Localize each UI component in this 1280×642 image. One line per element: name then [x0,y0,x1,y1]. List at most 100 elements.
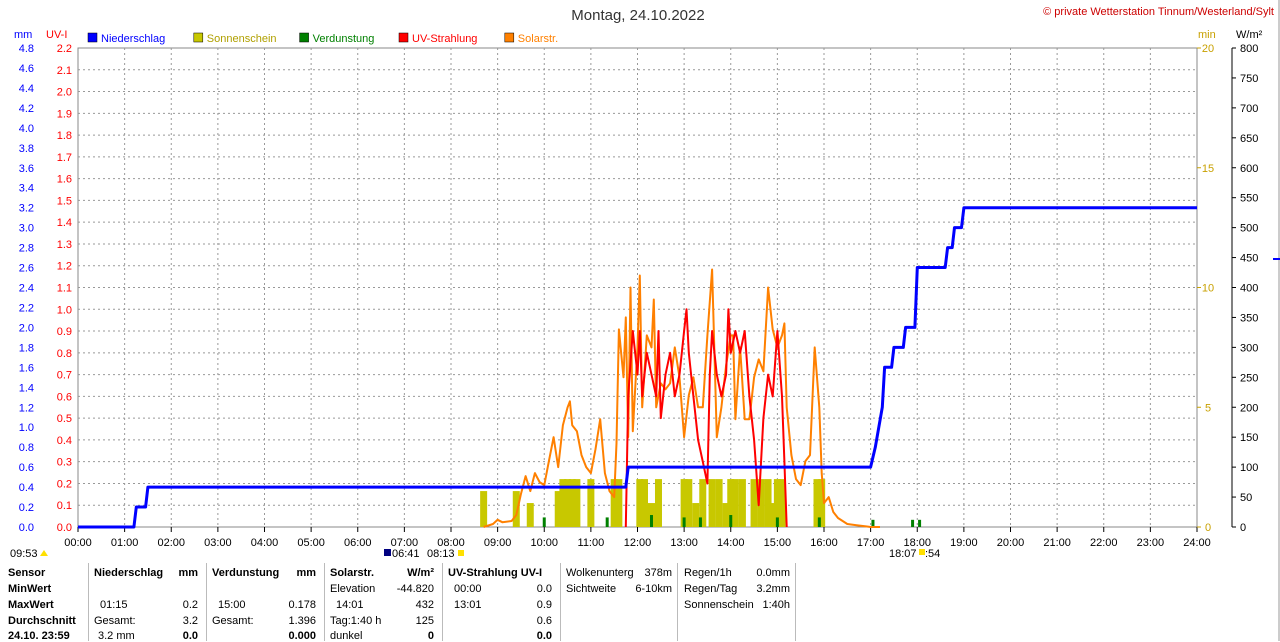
uv-tick-20: 0.2 [57,478,72,490]
niederschlag-max-value: 0.2 [182,599,198,611]
bar-sonnenschein-30 [778,479,786,527]
min-tick-3: 5 [1205,402,1211,414]
bar-verdunstung-5 [729,515,733,527]
series-line-uvstrahlung [624,308,788,528]
bar-sonnenschein-20 [715,479,723,527]
wm2-tick-4: 600 [1240,163,1258,175]
wm2-tick-12: 200 [1240,402,1258,414]
wm2-tick-15: 50 [1240,492,1252,504]
wm2-tick-1: 750 [1240,73,1258,85]
bar-sonnenschein-18 [699,479,707,527]
series-line-niederschlag [78,206,1197,529]
row-label-avg: Durchschnitt [8,615,76,627]
legend-swatch-4 [504,32,515,43]
sun-start-icon [458,550,464,556]
bar-sonnenschein-21 [722,503,730,527]
verdunstung-unit: mm [296,567,316,579]
bar-sonnenschein-6 [568,479,576,527]
x-tick-label-6: 06:00 [344,537,372,549]
solar-elevation-label: Elevation [330,583,376,595]
unit-uv: UV-I [46,29,67,41]
bar-sonnenschein-32 [818,479,826,527]
sunrise-icon [384,549,391,556]
uv-tick-5: 1.7 [57,152,72,164]
bar-sonnenschein-8 [587,479,595,527]
solar-header: Solarstr. [330,567,375,579]
wm2-tick-11: 250 [1240,372,1258,384]
uv-tick-17: 0.5 [57,413,72,425]
below-axis-markers: 09:53 06:41 08:13 18:07 :54 [10,548,940,560]
mm-tick-12: 2.4 [19,283,34,295]
uv-tick-2: 2.0 [57,87,72,99]
bar-sonnenschein-11 [636,479,644,527]
niederschlag-unit: mm [178,567,198,579]
x-tick-label-20: 20:00 [997,537,1025,549]
mm-tick-16: 1.6 [19,362,34,374]
bar-verdunstung-10 [918,519,922,527]
verdunstung-gesamt-label: Gesamt: [212,615,254,627]
copyright-note: © private Wetterstation Tinnum/Westerlan… [1043,6,1274,18]
mm-tick-14: 2.0 [19,322,34,334]
row-label-max: MaxWert [8,599,54,611]
uv-tick-13: 0.9 [57,326,72,338]
bar-sonnenschein-0 [480,491,488,527]
uv-tick-3: 1.9 [57,108,72,120]
sunset-icon [919,549,925,555]
wm2-tick-6: 500 [1240,223,1258,235]
right-edge-strip [1273,0,1280,641]
x-tick-label-5: 05:00 [297,537,325,549]
uv-tick-8: 1.4 [57,217,72,229]
legend-label-2: Verdunstung [313,33,375,45]
mm-tick-0: 4.8 [19,43,34,55]
uv-tick-9: 1.3 [57,239,72,251]
legend-swatch-3 [398,32,409,43]
min-tick-0: 20 [1202,43,1214,55]
bar-sonnenschein-29 [773,479,781,527]
sunshine-value: 1:40h [762,599,790,611]
uv-header: UV-Strahlung UV-I [448,567,543,579]
uv-tick-12: 1.0 [57,304,72,316]
bar-sonnenschein-28 [769,503,777,527]
mm-tick-20: 0.8 [19,442,34,454]
legend-label-3: UV-Strahlung [412,33,477,45]
wm2-tick-16: 0 [1240,522,1246,534]
cloud-base-value: 378m [644,567,672,579]
bar-verdunstung-2 [649,515,653,527]
unit-wm2: W/m² [1236,29,1263,41]
wm2-tick-13: 150 [1240,432,1258,444]
mm-tick-21: 0.6 [19,462,34,474]
mm-tick-17: 1.4 [19,382,34,394]
row-label-min: MinWert [8,583,52,595]
visibility-label: Sichtweite [566,583,617,595]
bar-verdunstung-0 [542,517,546,527]
mm-tick-5: 3.8 [19,143,34,155]
bar-sonnenschein-17 [692,503,700,527]
niederschlag-last-right: 0.0 [182,630,198,642]
mm-tick-23: 0.2 [19,502,34,514]
wm2-tick-0: 800 [1240,43,1258,55]
uv-min-time: 00:00 [454,583,482,595]
mm-tick-13: 2.2 [19,302,34,314]
legend-swatch-2 [299,32,309,43]
below-left-time: 09:53 [10,548,38,560]
bar-sonnenschein-2 [526,503,534,527]
uv-min-value: 0.0 [536,583,552,595]
legend-label-4: Solarstr. [518,33,558,45]
legend-label-0: Niederschlag [101,33,165,45]
uv-tick-22: 0.0 [57,522,72,534]
stats-table: Sensor MinWert MaxWert Durchschnitt 24.1… [0,563,800,642]
uv-tick-4: 1.8 [57,130,72,142]
uv-tick-21: 0.1 [57,500,72,512]
row-label-last: 24.10. 23:59 [8,630,70,642]
sunset-time-2: :54 [925,548,940,560]
verdunstung-max-time: 15:00 [218,599,246,611]
x-tick-label-15: 15:00 [764,537,792,549]
sun-marker-icon [40,550,48,556]
solar-dunkel-value: 0 [427,630,434,642]
uv-tick-11: 1.1 [57,283,72,295]
uv-tick-16: 0.6 [57,391,72,403]
x-tick-label-24: 24:00 [1183,537,1211,549]
solar-elevation-value: -44.820 [396,583,434,595]
bar-sonnenschein-7 [573,479,581,527]
bar-sonnenschein-22 [727,479,735,527]
